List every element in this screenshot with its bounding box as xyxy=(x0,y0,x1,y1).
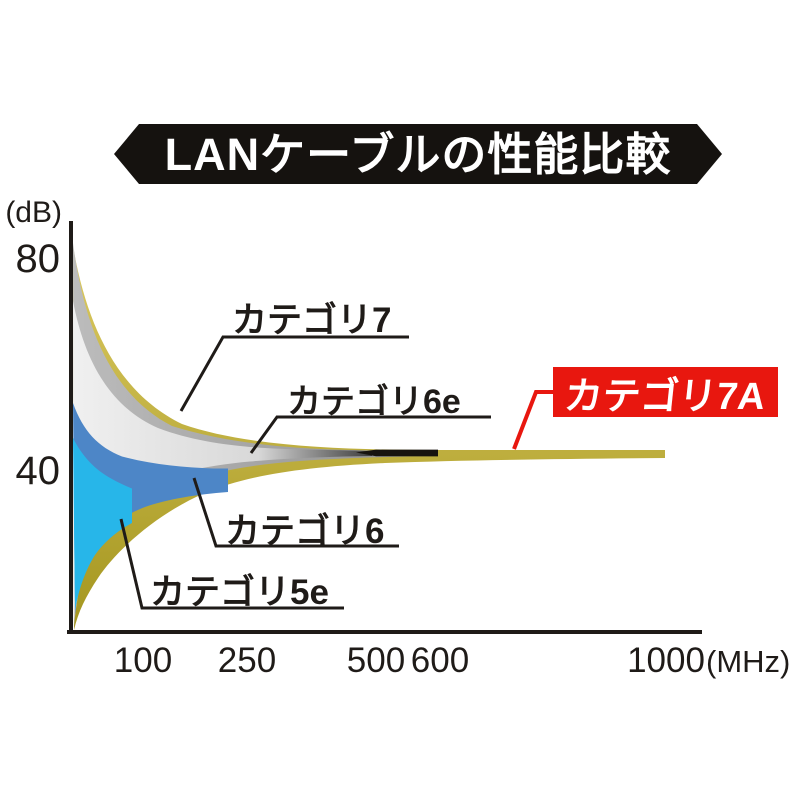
label-cat5e: カテゴリ5e xyxy=(150,573,329,612)
y-axis-unit-label: (dB) xyxy=(5,196,62,229)
callout-line-cat6e xyxy=(249,415,491,454)
area-cat6 xyxy=(73,403,228,615)
y-axis-line xyxy=(69,221,73,634)
label-cat7a: カテゴリ7A xyxy=(562,375,768,418)
label-cat6: カテゴリ6 xyxy=(225,512,385,551)
convergence-bar xyxy=(356,449,438,457)
x-axis-unit-label: (MHz) xyxy=(706,644,791,679)
x-tick-250: 250 xyxy=(217,641,277,680)
y-tick-40: 40 xyxy=(15,449,61,493)
callout-line-cat7a xyxy=(512,390,553,450)
x-tick-500: 500 xyxy=(346,641,406,680)
label-cat6e: カテゴリ6e xyxy=(287,383,461,421)
area-cat5e xyxy=(73,438,132,610)
label-cat7a-badge: カテゴリ7A xyxy=(553,367,778,418)
title-banner-ribbon xyxy=(114,124,722,184)
callout-line-cat5e xyxy=(119,518,344,610)
x-tick-1000: 1000 xyxy=(627,641,705,680)
chart-title: LANケーブルの性能比較 xyxy=(164,129,672,180)
x-axis-line xyxy=(67,630,702,634)
label-cat7: カテゴリ7 xyxy=(232,301,392,340)
callout-line-cat7 xyxy=(179,335,409,412)
y-tick-80: 80 xyxy=(15,237,61,281)
x-tick-600: 600 xyxy=(410,641,470,680)
x-tick-100: 100 xyxy=(113,641,173,680)
area-cat6e xyxy=(73,301,372,621)
callout-line-cat6 xyxy=(192,477,399,548)
